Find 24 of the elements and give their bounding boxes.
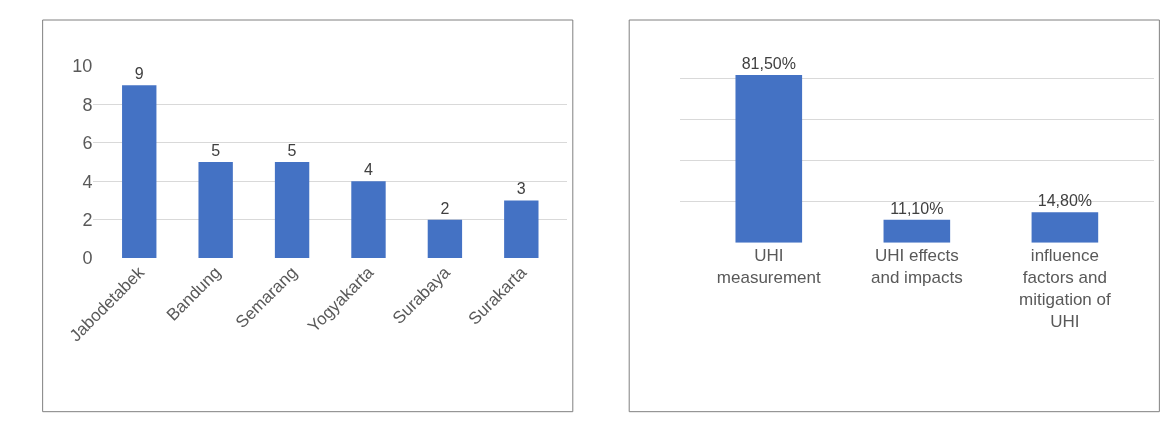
x-tick-label: influence factors and mitigation of UHI [1019, 245, 1111, 332]
y-tick-label: 4 [82, 171, 93, 192]
bar [427, 219, 463, 259]
bar [198, 162, 233, 259]
data-label: 2 [440, 199, 450, 217]
data-label: 3 [516, 180, 526, 198]
data-label: 5 [287, 142, 297, 160]
y-tick-label: 0 [82, 248, 93, 269]
bar [274, 162, 310, 259]
y-tick-label: 10 [72, 56, 93, 77]
bar [351, 181, 386, 259]
y-tick-label: 6 [82, 133, 93, 154]
data-label: 11,10% [890, 199, 944, 217]
data-label: 81,50% [741, 54, 796, 72]
x-tick-label: UHI effects and impacts [871, 245, 963, 287]
data-label: 14,80% [1037, 192, 1093, 210]
bar [122, 85, 157, 259]
bar [504, 200, 539, 259]
data-label: 5 [211, 142, 221, 160]
y-tick-label: 2 [82, 209, 93, 230]
x-tick-label: UHI measurement [716, 245, 822, 287]
data-label: 9 [134, 65, 144, 83]
data-label: 4 [363, 161, 373, 179]
y-tick-label: 8 [82, 94, 93, 115]
